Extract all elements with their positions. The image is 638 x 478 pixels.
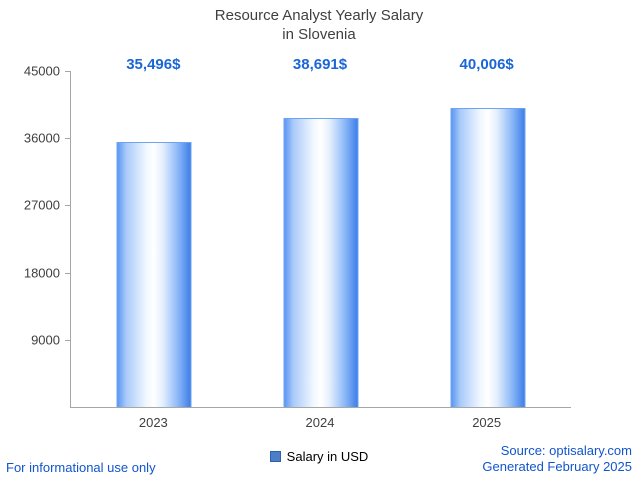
- x-axis-label-2023: 2023: [138, 415, 168, 430]
- y-axis-tick-label: 9000: [31, 332, 60, 348]
- bar-2024[interactable]: [283, 118, 359, 407]
- x-axis-label-2025: 2025: [472, 415, 502, 430]
- x-axis-label-2024: 2024: [305, 415, 335, 430]
- y-axis-tick-label: 45000: [23, 63, 60, 79]
- footer-generated-line: Generated February 2025: [482, 459, 632, 474]
- bar-2023[interactable]: [116, 141, 192, 407]
- chart-title-line2: in Slovenia: [282, 26, 356, 43]
- footer-source-line[interactable]: Source: optisalary.com: [500, 443, 632, 458]
- y-axis-tick-label: 18000: [23, 265, 60, 281]
- bar-value-label-2025: 40,006$: [459, 56, 514, 73]
- footer-source: Source: optisalary.com Generated Februar…: [482, 443, 632, 475]
- y-axis-tick-label: 36000: [23, 130, 60, 146]
- chart-title-line1: Resource Analyst Yearly Salary: [214, 7, 424, 24]
- footer-disclaimer: For informational use only: [6, 460, 156, 475]
- chart-title: Resource Analyst Yearly Salary in Sloven…: [0, 6, 638, 44]
- y-axis-tick-mark: [65, 71, 70, 72]
- legend-swatch-icon: [269, 451, 281, 462]
- y-axis-tick-mark: [65, 205, 70, 207]
- y-axis-tick-mark: [65, 138, 70, 140]
- bar-2025[interactable]: [450, 108, 526, 407]
- legend: Salary in USD: [0, 449, 638, 464]
- bar-value-label-2024: 38,691$: [292, 56, 348, 73]
- bar-value-label-2023: 35,496$: [126, 56, 181, 73]
- y-axis-tick-mark: [65, 339, 70, 341]
- legend-label: Salary in USD: [286, 449, 369, 464]
- plot-area: [70, 71, 571, 408]
- y-axis-tick-mark: [65, 272, 70, 274]
- y-axis-tick-label: 27000: [23, 197, 60, 213]
